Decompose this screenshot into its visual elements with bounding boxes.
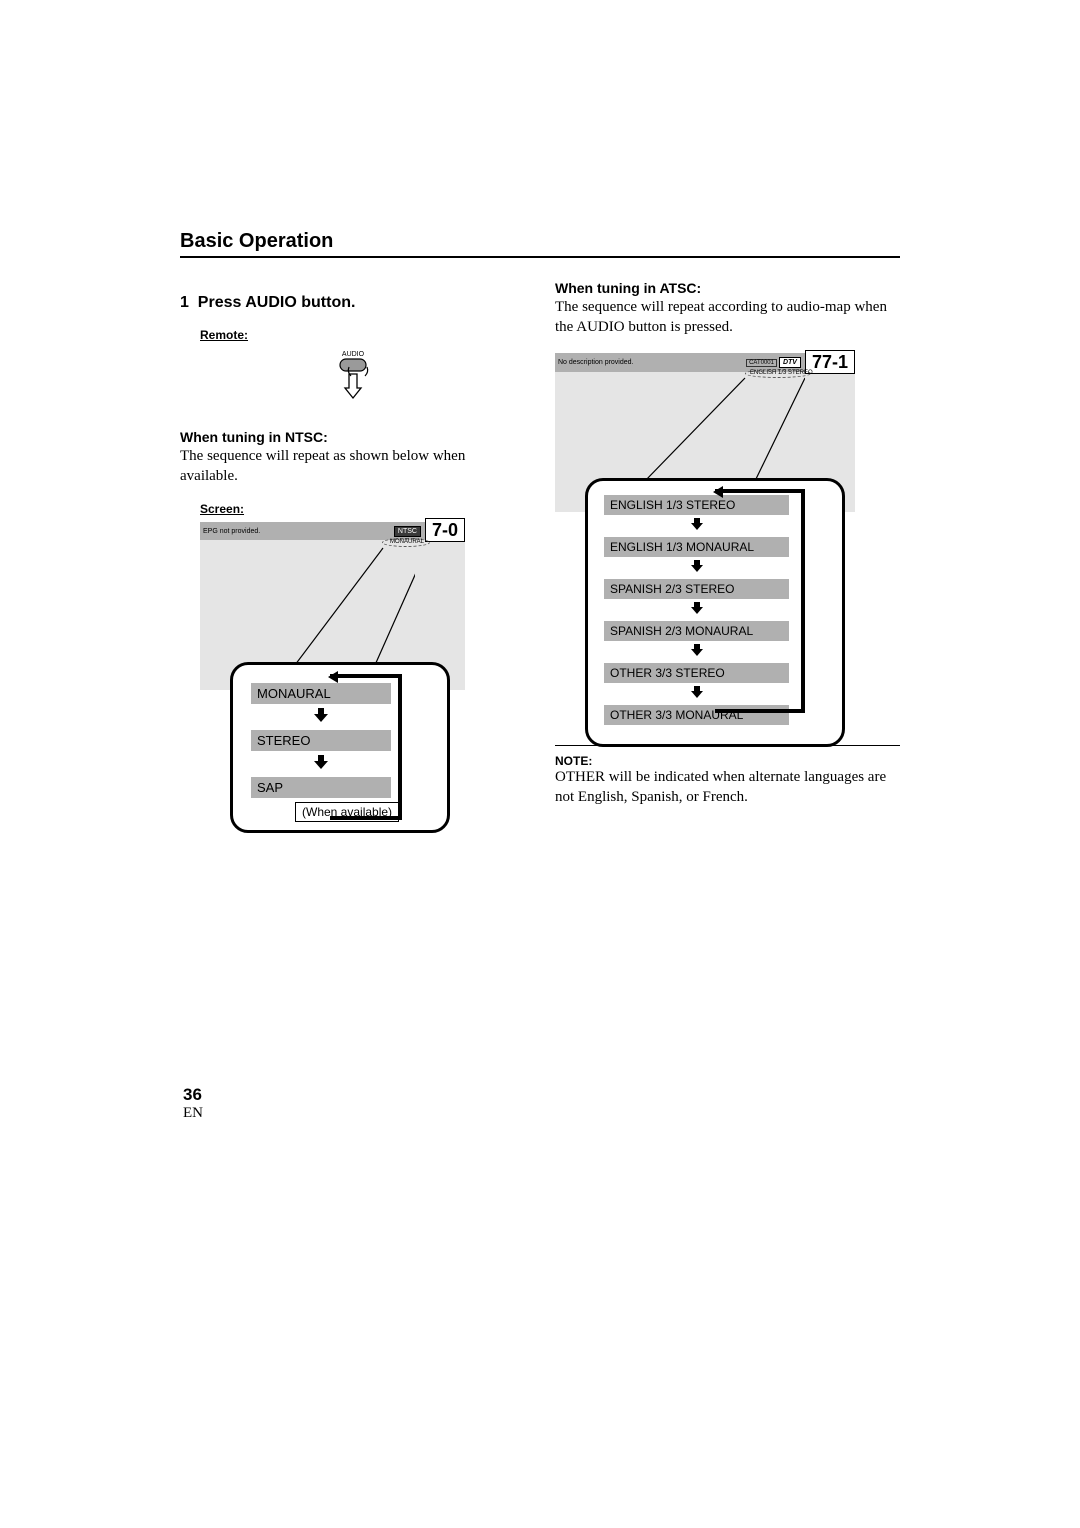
atsc-diagram-wrapper: No description provided. CAT0001 DTV 77-… — [555, 353, 900, 733]
atsc-badge-cat: CAT0001 — [746, 359, 777, 367]
screen-label: Screen: — [200, 502, 525, 516]
page-number: 36 — [183, 1085, 203, 1105]
note-label: NOTE: — [555, 754, 900, 768]
step-number: 1 — [180, 294, 189, 311]
atsc-heading: When tuning in ATSC: — [555, 280, 900, 296]
section-title: Basic Operation — [180, 230, 900, 258]
page-language: EN — [183, 1105, 203, 1122]
page-content: Basic Operation 1 Press AUDIO button. Re… — [180, 230, 900, 842]
note-body: OTHER will be indicated when alternate l… — [555, 768, 900, 807]
atsc-diagram: No description provided. CAT0001 DTV 77-… — [555, 353, 885, 512]
audio-button-icon: AUDIO — [328, 348, 378, 400]
ntsc-channel: 7-0 — [425, 518, 465, 542]
atsc-badge-dtv: DTV — [779, 357, 801, 368]
ntsc-badge: NTSC — [394, 526, 421, 537]
ntsc-osd-bar: EPG not provided. NTSC 7-0 — [200, 522, 465, 540]
ntsc-body: The sequence will repeat as shown below … — [180, 447, 525, 486]
ntsc-loop-arrow — [330, 674, 402, 820]
remote-label: Remote: — [200, 328, 525, 342]
ntsc-osd-sublabel: MONAURAL — [390, 539, 424, 545]
step-1-heading: 1 Press AUDIO button. — [180, 294, 525, 312]
atsc-osd-text: No description provided. — [555, 359, 746, 366]
ntsc-heading: When tuning in NTSC: — [180, 429, 525, 445]
right-column: When tuning in ATSC: The sequence will r… — [555, 280, 900, 842]
step-text: Press AUDIO button. — [198, 294, 356, 311]
two-column-layout: 1 Press AUDIO button. Remote: AUDIO When… — [180, 280, 900, 842]
atsc-loop-arrow — [715, 489, 805, 713]
remote-figure: AUDIO — [180, 348, 525, 405]
left-column: 1 Press AUDIO button. Remote: AUDIO When… — [180, 280, 525, 842]
ntsc-diagram-wrapper: EPG not provided. NTSC 7-0 MONAURAL MON — [180, 522, 525, 842]
atsc-osd-sublabel: ENGLISH 1/3 STEREO — [750, 370, 813, 376]
ntsc-osd-text: EPG not provided. — [200, 528, 394, 535]
ntsc-diagram: EPG not provided. NTSC 7-0 MONAURAL MON — [200, 522, 500, 690]
footer: 36 EN — [183, 1085, 203, 1122]
audio-label: AUDIO — [341, 351, 364, 358]
atsc-body: The sequence will repeat according to au… — [555, 298, 900, 337]
